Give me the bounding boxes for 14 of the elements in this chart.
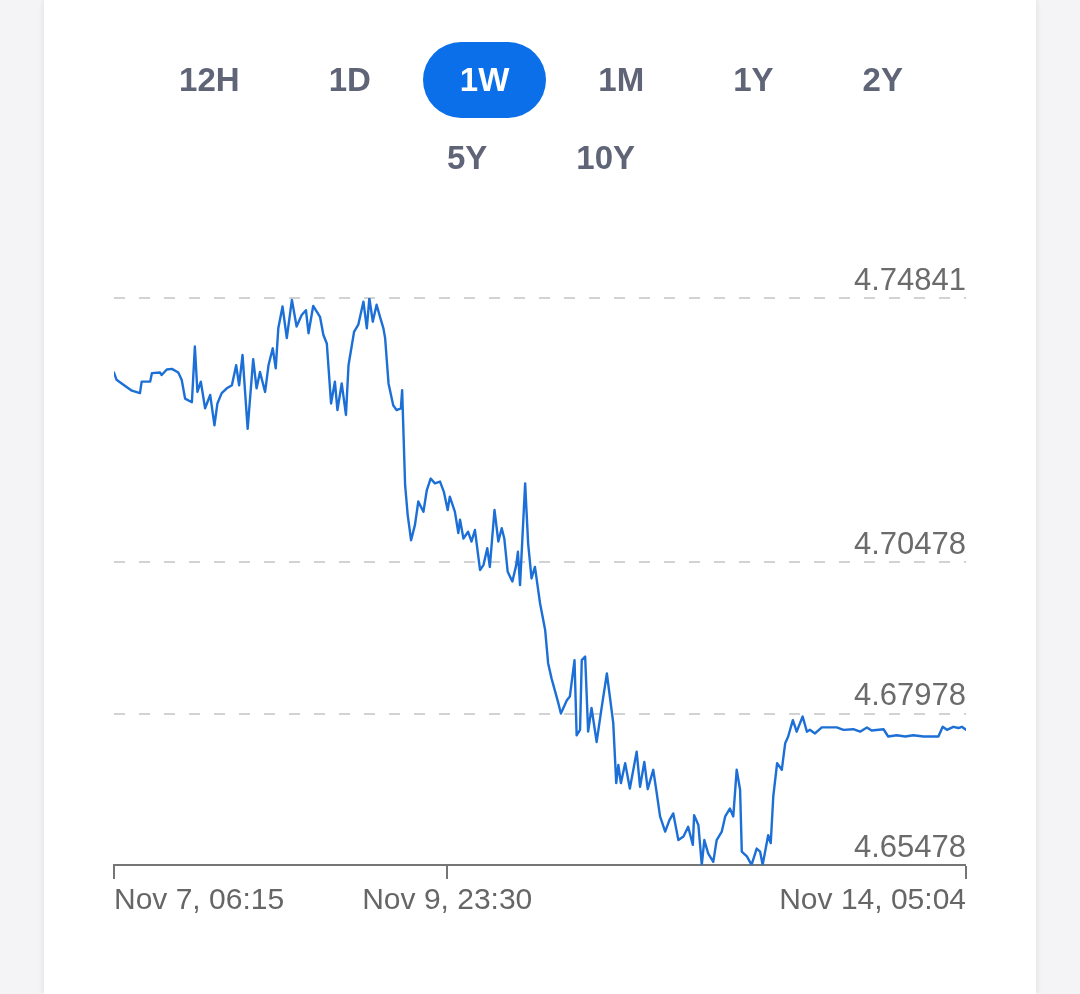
text: 1M: [598, 61, 645, 98]
x-tick-label: Nov 9, 23:30: [362, 882, 533, 916]
text: 12H: [179, 61, 240, 98]
y-tick-label: 4.67978: [853, 677, 966, 713]
y-tick-label: 4.74841: [853, 261, 966, 297]
x-tick-label: Nov 7, 06:15: [114, 882, 285, 916]
text: 10Y: [576, 139, 636, 176]
x-tick-label: Nov 14, 05:04: [779, 882, 966, 916]
text: 1D: [328, 61, 371, 98]
text: 2Y: [862, 61, 903, 98]
y-tick-label: 4.70478: [853, 525, 966, 561]
text: 5Y: [446, 139, 488, 176]
y-tick-label: 4.65478: [853, 828, 966, 864]
text: 1Y: [733, 61, 774, 98]
